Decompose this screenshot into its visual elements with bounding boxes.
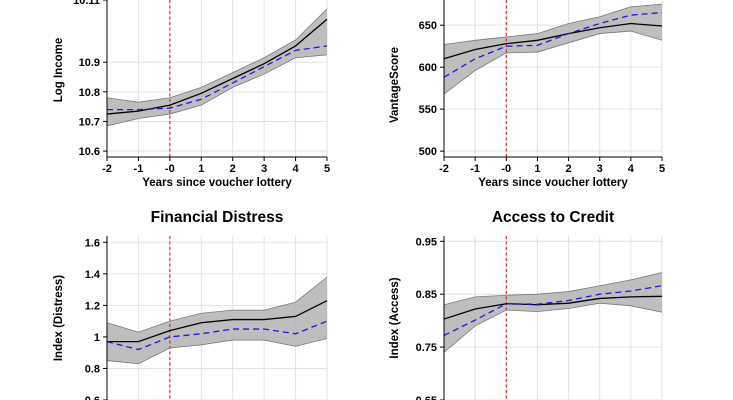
- y-tick-label: 10.6: [79, 146, 100, 158]
- band-upper-edge: [443, 272, 663, 306]
- x-tick-label: 2: [230, 163, 236, 175]
- series-solid: [106, 18, 328, 115]
- x-tick-label: 5: [324, 163, 330, 175]
- y-tick-label: 0.85: [416, 289, 437, 301]
- y-tick-label: 1.4: [85, 269, 101, 281]
- x-tick-label: 3: [261, 163, 267, 175]
- band-lower-edge: [106, 338, 328, 365]
- confidence-band: [107, 277, 327, 364]
- panel-log-income: 10.6 10.7 10.8 10.9 10.11 -2 -1 -0 1 2 3 4 5 Years s…: [53, 0, 330, 189]
- series-solid: [443, 22, 663, 60]
- band-lower-edge: [443, 30, 663, 95]
- band-upper-edge: [443, 3, 663, 45]
- panel-financial-distress: Financial Distress 0.6 0.8 1 1.2 1.4 1.6 Inde…: [53, 209, 328, 400]
- series-solid: [443, 295, 663, 320]
- x-tick-label: 5: [659, 163, 665, 175]
- y-tick-label: 10.8: [79, 87, 100, 99]
- y-tick-label: 0.6: [85, 395, 100, 400]
- axes: 0.65 0.75 0.85 0.95: [416, 236, 445, 400]
- y-tick-label: 500: [419, 146, 437, 158]
- y-tick-label: 10.11: [73, 0, 100, 7]
- confidence-band: [107, 8, 327, 126]
- panel-access-to-credit: Access to Credit 0.65 0.75 0.85 0.95 Index …: [389, 209, 663, 400]
- y-tick-label: 0.8: [85, 363, 100, 375]
- x-tick-label: -1: [134, 163, 144, 175]
- band-upper-edge: [106, 276, 328, 333]
- axes: 500 550 600 650 -2 -1 -0 1 2 3 4 5: [419, 0, 665, 175]
- chart-title: Financial Distress: [151, 209, 284, 226]
- series-dashed: [106, 320, 328, 351]
- x-tick-label: 4: [293, 163, 300, 175]
- series-dashed: [443, 285, 663, 337]
- band-upper-edge: [106, 8, 328, 103]
- x-tick-label: -0: [501, 163, 511, 175]
- y-tick-label: 1.2: [85, 300, 100, 312]
- y-tick-label: 0.75: [416, 342, 437, 354]
- x-tick-label: 1: [198, 163, 204, 175]
- y-axis-label: Index (Distress): [53, 275, 65, 361]
- y-tick-label: 1.6: [85, 237, 100, 249]
- band-lower-edge: [443, 302, 663, 353]
- y-tick-label: 0.65: [416, 395, 437, 400]
- y-tick-label: 0.95: [416, 236, 437, 248]
- grid: [106, 0, 328, 157]
- y-tick-label: 600: [419, 62, 437, 74]
- y-axis-label: Index (Access): [389, 277, 401, 358]
- y-axis-label: Log Income: [53, 38, 65, 103]
- y-tick-label: 10.9: [79, 57, 100, 69]
- x-tick-label: -0: [165, 163, 175, 175]
- y-axis-label: VantageScore: [389, 47, 401, 123]
- y-tick-label: 10.7: [79, 116, 100, 128]
- series-dashed: [443, 11, 663, 78]
- x-tick-label: -2: [439, 163, 449, 175]
- y-tick-label: 1: [94, 332, 100, 344]
- x-axis-label: Years since voucher lottery: [142, 177, 292, 189]
- x-axis-label: Years since voucher lottery: [478, 177, 628, 189]
- chart-title: Access to Credit: [492, 209, 614, 226]
- x-tick-label: 1: [534, 163, 540, 175]
- axes: 10.6 10.7 10.8 10.9 10.11 -2 -1 -0 1 2 3 4 5: [73, 0, 330, 175]
- x-tick-label: 3: [597, 163, 603, 175]
- band-lower-edge: [106, 54, 328, 127]
- x-tick-label: 4: [628, 163, 635, 175]
- x-tick-label: -2: [102, 163, 112, 175]
- x-tick-label: 2: [566, 163, 572, 175]
- series-dashed: [107, 45, 328, 111]
- x-tick-label: -1: [470, 163, 480, 175]
- y-tick-label: 650: [419, 20, 437, 32]
- panel-vantagescore: 500 550 600 650 -2 -1 -0 1 2 3 4 5 Years since vouc…: [389, 0, 665, 189]
- axes: 0.6 0.8 1 1.2 1.4 1.6: [85, 236, 108, 400]
- y-tick-label: 550: [419, 104, 437, 116]
- confidence-band: [444, 272, 662, 353]
- series-solid: [107, 300, 328, 343]
